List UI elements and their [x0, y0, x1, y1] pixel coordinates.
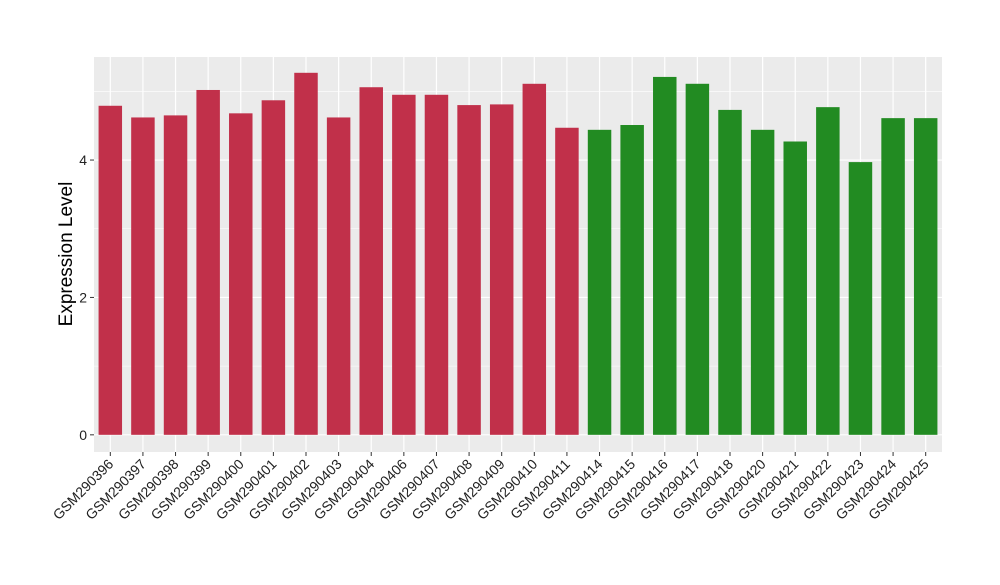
bar [913, 118, 938, 435]
bar [294, 72, 318, 435]
x-axis: GSM290396GSM290397GSM290398GSM290399GSM2… [50, 452, 932, 523]
bar [229, 113, 253, 435]
bar [326, 117, 351, 435]
bar [522, 83, 547, 435]
bar [718, 109, 742, 435]
bar [816, 107, 840, 435]
bar [783, 141, 807, 435]
y-axis: 0 2 4 [79, 152, 94, 443]
y-tick-label: 0 [79, 427, 87, 443]
bar [359, 87, 383, 435]
panel-background [94, 57, 942, 452]
bar [261, 100, 286, 435]
y-tick-label: 2 [79, 289, 87, 305]
y-tick-label: 4 [79, 152, 87, 168]
bar [424, 94, 449, 435]
bar [685, 83, 710, 435]
bar [131, 117, 155, 435]
bar [489, 104, 514, 435]
bar [163, 115, 188, 435]
bar [881, 118, 905, 435]
bar [750, 129, 775, 435]
bars [98, 72, 938, 435]
bar [392, 94, 416, 435]
bar [848, 162, 873, 435]
bar [555, 127, 579, 435]
bar [653, 76, 677, 435]
bar [457, 105, 481, 435]
bar [196, 89, 220, 435]
bar [587, 129, 612, 435]
bar [620, 125, 644, 435]
y-axis-label: Expression Level [56, 182, 77, 327]
bar [98, 105, 123, 435]
